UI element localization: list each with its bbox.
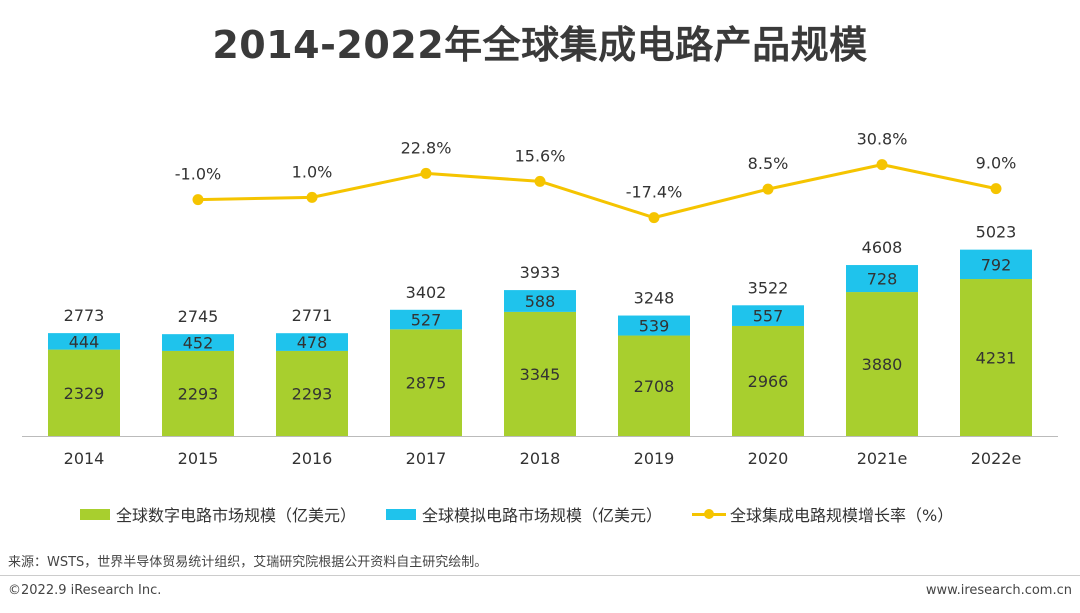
bar-analog-2019 bbox=[618, 315, 690, 336]
growth-point-2022e bbox=[990, 183, 1002, 195]
label-analog-2014: 444 bbox=[69, 332, 100, 351]
growth-point-2017 bbox=[420, 167, 432, 179]
footer-divider bbox=[0, 575, 1080, 576]
bar-analog-2020 bbox=[732, 305, 804, 326]
tick-label-2019: 2019 bbox=[634, 449, 675, 468]
growth-point-2016 bbox=[306, 191, 318, 203]
legend-growth-swatch bbox=[692, 508, 726, 520]
growth-label-2019: -17.4% bbox=[626, 183, 683, 202]
bar-digital-2022e bbox=[960, 279, 1032, 436]
label-analog-2019: 539 bbox=[639, 317, 670, 336]
legend-digital: 全球数字电路市场规模（亿美元） bbox=[80, 502, 356, 526]
label-analog-2020: 557 bbox=[753, 307, 784, 326]
legend-growth-label: 全球集成电路规模增长率（%） bbox=[730, 506, 954, 525]
label-total-2015: 2745 bbox=[178, 307, 219, 326]
bar-digital-2015 bbox=[162, 350, 234, 436]
source-note: 来源：WSTS，世界半导体贸易统计组织，艾瑞研究院根据公开资料自主研究绘制。 bbox=[8, 555, 488, 570]
label-analog-2022e: 792 bbox=[981, 255, 1012, 274]
legend-digital-swatch bbox=[80, 508, 110, 520]
tick-label-2021e: 2021e bbox=[857, 449, 908, 468]
growth-label-2017: 22.8% bbox=[401, 138, 452, 157]
bar-analog-2016 bbox=[276, 333, 348, 351]
tick-label-2014: 2014 bbox=[64, 449, 105, 468]
bar-digital-2017 bbox=[390, 329, 462, 436]
label-digital-2016: 2293 bbox=[292, 384, 333, 403]
label-digital-2019: 2708 bbox=[634, 377, 675, 396]
label-analog-2021e: 728 bbox=[867, 270, 898, 289]
label-digital-2015: 2293 bbox=[178, 384, 219, 403]
growth-point-2018 bbox=[534, 175, 546, 187]
growth-label-2015: -1.0% bbox=[175, 165, 221, 184]
bar-digital-2019 bbox=[618, 335, 690, 436]
growth-label-2018: 15.6% bbox=[515, 146, 566, 165]
bar-analog-2018 bbox=[504, 290, 576, 312]
label-analog-2015: 452 bbox=[183, 334, 214, 353]
label-total-2019: 3248 bbox=[634, 289, 675, 308]
label-digital-2018: 3345 bbox=[520, 365, 561, 384]
label-analog-2016: 478 bbox=[297, 333, 328, 352]
bar-analog-2015 bbox=[162, 334, 234, 351]
bar-digital-2018 bbox=[504, 311, 576, 436]
bar-digital-2016 bbox=[276, 350, 348, 436]
growth-label-2020: 8.5% bbox=[748, 154, 789, 173]
chart-title: 2014-2022年全球集成电路产品规模 bbox=[212, 23, 868, 67]
bar-digital-2021e bbox=[846, 292, 918, 436]
label-total-2020: 3522 bbox=[748, 278, 789, 297]
label-total-2021e: 4608 bbox=[862, 238, 903, 257]
growth-point-2019 bbox=[648, 212, 660, 224]
label-total-2014: 2773 bbox=[64, 306, 105, 325]
label-digital-2014: 2329 bbox=[64, 384, 105, 403]
legend-digital-label: 全球数字电路市场规模（亿美元） bbox=[116, 506, 357, 525]
bar-analog-2022e bbox=[960, 249, 1032, 280]
bar-digital-2020 bbox=[732, 325, 804, 436]
growth-point-2015 bbox=[192, 194, 204, 206]
growth-label-2016: 1.0% bbox=[292, 162, 333, 181]
tick-label-2017: 2017 bbox=[406, 449, 447, 468]
bar-analog-2014 bbox=[48, 333, 120, 350]
growth-point-2021e bbox=[876, 159, 888, 171]
legend-analog-label: 全球模拟电路市场规模（亿美元） bbox=[422, 506, 663, 525]
tick-label-2018: 2018 bbox=[520, 449, 561, 468]
bar-analog-2017 bbox=[390, 309, 462, 330]
legend-analog-swatch bbox=[386, 508, 416, 520]
growth-line bbox=[197, 163, 997, 220]
bar-digital-2014 bbox=[48, 349, 120, 436]
label-total-2017: 3402 bbox=[406, 283, 447, 302]
copyright: ©2022.9 iResearch Inc. bbox=[8, 583, 162, 598]
label-analog-2017: 527 bbox=[411, 311, 442, 330]
label-total-2018: 3933 bbox=[520, 263, 561, 282]
tick-label-2015: 2015 bbox=[178, 449, 219, 468]
label-analog-2018: 588 bbox=[525, 292, 556, 311]
label-digital-2017: 2875 bbox=[406, 374, 447, 393]
label-total-2016: 2771 bbox=[292, 306, 333, 325]
website-link[interactable]: www.iresearch.com.cn bbox=[925, 583, 1072, 598]
stacked-bar-line-chart: 2329 444 2773 2014 2293 452 2745 2015 2293 478 277… bbox=[22, 130, 1058, 468]
bar-analog-2021e bbox=[846, 265, 918, 293]
label-digital-2021e: 3880 bbox=[862, 355, 903, 374]
growth-label-2021e: 30.8% bbox=[857, 130, 908, 149]
tick-label-2016: 2016 bbox=[292, 449, 333, 468]
label-digital-2020: 2966 bbox=[748, 372, 789, 391]
growth-label-2022e: 9.0% bbox=[976, 154, 1017, 173]
tick-label-2020: 2020 bbox=[748, 449, 789, 468]
tick-label-2022e: 2022e bbox=[971, 449, 1022, 468]
legend-growth: 全球集成电路规模增长率（%） bbox=[692, 502, 953, 526]
label-total-2022e: 5023 bbox=[976, 223, 1017, 242]
label-digital-2022e: 4231 bbox=[976, 349, 1017, 368]
growth-point-2020 bbox=[762, 183, 774, 195]
legend-analog: 全球模拟电路市场规模（亿美元） bbox=[386, 502, 662, 526]
